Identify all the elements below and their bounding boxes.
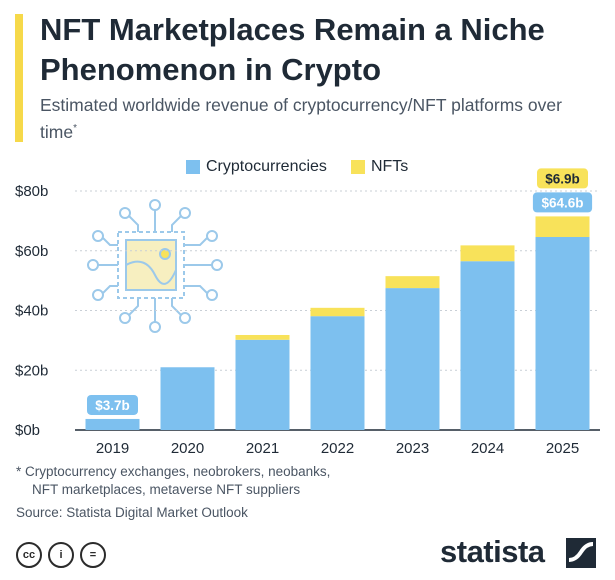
- footnote-line-1: * Cryptocurrency exchanges, neobrokers, …: [16, 464, 331, 479]
- bar-crypto-2021: [235, 339, 290, 430]
- bars: [85, 216, 590, 430]
- statista-logo-mark-icon: [566, 538, 596, 568]
- x-tick-label: 2021: [246, 440, 279, 457]
- bar-nft-2021: [235, 334, 290, 340]
- bar-crypto-2023: [385, 288, 440, 430]
- source-note: Source: Statista Digital Market Outlook: [16, 505, 248, 520]
- footnote-line-2: NFT marketplaces, metaverse NFT supplier…: [32, 482, 301, 497]
- y-tick-label: $40b: [15, 303, 48, 320]
- x-tick-label: 2020: [171, 440, 204, 457]
- nd-icon[interactable]: =: [80, 542, 106, 568]
- nft-circuit-illustration-icon: [87, 199, 223, 333]
- chart-title: NFT Marketplaces Remain a Niche Phenomen…: [40, 12, 545, 87]
- bar-nft-2024: [460, 245, 515, 262]
- legend-item-crypto: Cryptocurrencies: [186, 158, 327, 176]
- data-label-text: $6.9b: [545, 171, 580, 186]
- x-tick-label: 2024: [471, 440, 504, 457]
- legend-item-nft: NFTs: [350, 158, 409, 176]
- legend-label-nft: NFTs: [370, 158, 409, 175]
- chart-legend: Cryptocurrencies NFTs: [186, 157, 422, 177]
- x-tick-label: 2022: [321, 440, 354, 457]
- bar-nft-2022: [310, 307, 365, 317]
- subtitle-footnote-mark: *: [73, 123, 77, 134]
- data-label-bg: [87, 394, 138, 415]
- y-tick-label: $0b: [15, 422, 40, 439]
- data-label-bg: [532, 192, 593, 213]
- by-icon[interactable]: i: [48, 542, 74, 568]
- data-label-2025-crypto: $64.6b: [532, 192, 593, 213]
- bar-nft-2023: [385, 276, 440, 289]
- data-label-text: $3.7b: [95, 398, 130, 413]
- license-icons: cc i =: [16, 542, 106, 568]
- statista-logo[interactable]: statista: [440, 534, 545, 569]
- bar-crypto-2024: [460, 261, 515, 430]
- data-label-text: $64.6b: [541, 195, 583, 210]
- subtitle-text: Estimated worldwide revenue of cryptocur…: [40, 95, 562, 142]
- chart-subtitle: Estimated worldwide revenue of cryptocur…: [40, 94, 600, 144]
- title-accent-bar: [15, 14, 23, 142]
- bar-nft-2025: [535, 216, 590, 238]
- data-label-bg: [537, 168, 588, 189]
- bar-crypto-2025: [535, 237, 590, 430]
- y-tick-label: $80b: [15, 183, 48, 200]
- y-tick-label: $60b: [15, 243, 48, 260]
- x-tick-label: 2025: [546, 440, 579, 457]
- cc-icon[interactable]: cc: [16, 542, 42, 568]
- x-tick-label: 2023: [396, 440, 429, 457]
- legend-label-crypto: Cryptocurrencies: [206, 158, 327, 175]
- footnote: * Cryptocurrency exchanges, neobrokers, …: [16, 463, 596, 499]
- x-tick-label: 2019: [96, 440, 129, 457]
- data-label-2025-nft: $6.9b: [537, 168, 588, 189]
- data-labels: $3.7b $64.6b $6.9b: [87, 168, 593, 415]
- y-axis: $0b $20b $40b $60b $80b: [15, 183, 48, 439]
- y-tick-label: $20b: [15, 362, 48, 379]
- legend-swatch-crypto: [186, 160, 200, 174]
- x-axis: 2019 2020 2021 2022 2023 2024 2025: [96, 440, 579, 457]
- bar-crypto-2020: [160, 367, 215, 430]
- legend-swatch-nft: [350, 160, 365, 174]
- data-label-2019-crypto: $3.7b: [87, 394, 138, 415]
- bar-crypto-2019: [85, 418, 140, 430]
- bar-crypto-2022: [310, 316, 365, 430]
